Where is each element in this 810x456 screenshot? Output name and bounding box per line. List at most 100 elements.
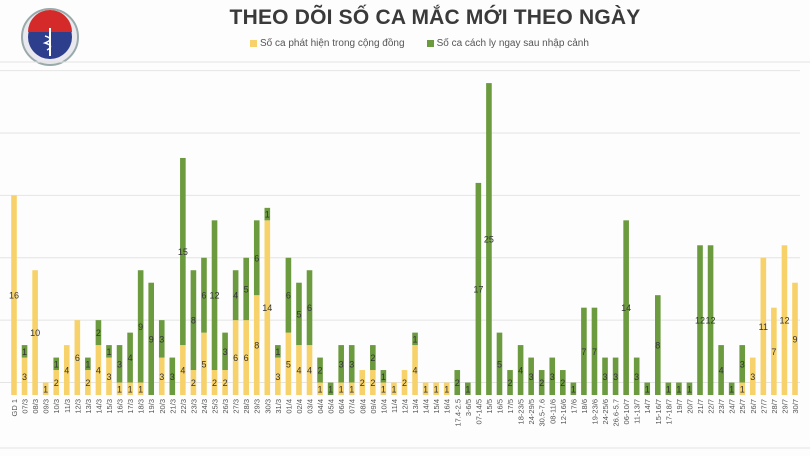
bar-quarantine	[95, 320, 102, 346]
data-label: 3	[349, 359, 354, 369]
bar-quarantine	[211, 220, 218, 371]
data-label: 1	[645, 384, 650, 394]
chart-title: THEO DÕI SỐ CA MẮC MỚI THEO NGÀY	[229, 6, 641, 29]
data-label: 1	[413, 334, 418, 344]
data-label: 4	[180, 366, 185, 376]
data-label: 9	[138, 322, 143, 332]
data-label: 5	[296, 309, 301, 319]
data-label: 2	[360, 378, 365, 388]
data-label: 7	[771, 347, 776, 357]
data-label: 14	[621, 303, 631, 313]
data-label: 3	[22, 372, 27, 382]
bar-quarantine	[686, 382, 693, 395]
bar-quarantine	[275, 345, 281, 358]
bar-quarantine	[507, 370, 513, 395]
bar-community	[359, 370, 366, 395]
x-tick-label: 07/4	[348, 399, 357, 414]
data-label: 1	[275, 347, 280, 357]
bar-community	[338, 382, 344, 395]
data-label: 2	[191, 378, 196, 388]
bar-quarantine	[222, 332, 228, 371]
bar-quarantine	[190, 270, 197, 371]
data-label: 1	[434, 384, 439, 394]
data-label: 2	[370, 378, 375, 388]
bar-community	[63, 345, 70, 395]
data-label: 2	[54, 378, 59, 388]
data-label: 6	[233, 353, 238, 363]
bar-community	[201, 332, 207, 395]
bar-community	[412, 345, 418, 395]
data-label: 2	[455, 378, 460, 388]
data-label: 1	[106, 347, 111, 357]
bar-quarantine	[560, 370, 566, 395]
legend-item-community: Số ca phát hiện trong cộng đồng	[250, 38, 405, 49]
x-tick-label: 12-16/6	[559, 399, 568, 424]
data-label: 3	[223, 347, 228, 357]
data-label: 6	[201, 291, 206, 301]
bar-quarantine	[496, 332, 503, 395]
x-tick-label: 28/7	[770, 399, 779, 414]
bar-community	[306, 345, 313, 395]
bar-community	[116, 382, 123, 395]
bar-quarantine	[570, 382, 577, 395]
bar-quarantine	[253, 220, 260, 296]
data-label: 2	[85, 378, 90, 388]
bar-community	[433, 382, 439, 395]
x-tick-label: 20/7	[685, 399, 694, 414]
bar-quarantine	[53, 357, 60, 371]
bar-community	[760, 257, 767, 395]
x-tick-label: 22/7	[707, 399, 716, 414]
x-tick-label: 08/3	[31, 399, 40, 414]
data-label: 3	[117, 359, 122, 369]
bar-community	[422, 382, 429, 395]
x-tick-label: 24/7	[728, 399, 737, 414]
bar-quarantine	[538, 370, 545, 395]
bar-quarantine	[232, 270, 239, 321]
data-label: 3	[106, 372, 111, 382]
bar-community	[380, 382, 387, 395]
x-tick-label: 14/4	[422, 399, 431, 414]
bar-quarantine	[158, 320, 165, 358]
data-label: 1	[381, 372, 386, 382]
data-label: 3	[634, 372, 639, 382]
x-tick-label: 22/3	[179, 399, 188, 414]
bar-community	[180, 345, 186, 395]
data-label: 1	[54, 359, 59, 369]
bar-quarantine	[148, 282, 155, 395]
x-tick-label: 30.5-7.6	[538, 399, 547, 427]
data-label: 9	[792, 334, 797, 344]
x-tick-label: 06/4	[337, 399, 346, 414]
x-tick-label: 01/4	[284, 399, 293, 414]
data-label: 15	[178, 247, 188, 257]
bar-quarantine	[517, 345, 524, 395]
x-tick-label: 06-10/7	[622, 399, 631, 424]
bar-community	[53, 370, 60, 395]
bar-quarantine	[85, 357, 91, 371]
bar-community	[222, 370, 228, 395]
bar-quarantine	[486, 83, 492, 395]
data-label: 16	[9, 291, 19, 301]
bar-community	[190, 370, 197, 395]
x-tick-label: GD 1	[10, 399, 19, 417]
legend-swatch-yellow	[250, 40, 257, 47]
x-tick-label: 19-23/6	[590, 399, 599, 424]
bar-quarantine	[465, 382, 471, 395]
data-label: 1	[22, 347, 27, 357]
x-tick-label: 30/7	[791, 399, 800, 414]
bar-community	[296, 345, 302, 395]
bar-quarantine	[549, 357, 556, 395]
data-label: 2	[560, 378, 565, 388]
x-tick-label: 19/7	[675, 399, 684, 414]
bar-quarantine	[317, 357, 323, 383]
data-label: 2	[370, 353, 375, 363]
data-label: 1	[444, 384, 449, 394]
data-label: 17	[473, 284, 483, 294]
bar-quarantine	[264, 207, 271, 221]
bar-quarantine	[612, 357, 619, 395]
x-tick-label: 17-18/7	[664, 399, 673, 424]
data-label: 3	[275, 372, 280, 382]
data-label: 3	[339, 359, 344, 369]
bar-community	[348, 382, 355, 395]
bar-community	[74, 320, 81, 395]
data-label: 12	[695, 316, 705, 326]
